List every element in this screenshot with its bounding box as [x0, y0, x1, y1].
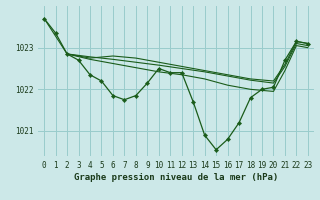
X-axis label: Graphe pression niveau de la mer (hPa): Graphe pression niveau de la mer (hPa) [74, 173, 278, 182]
